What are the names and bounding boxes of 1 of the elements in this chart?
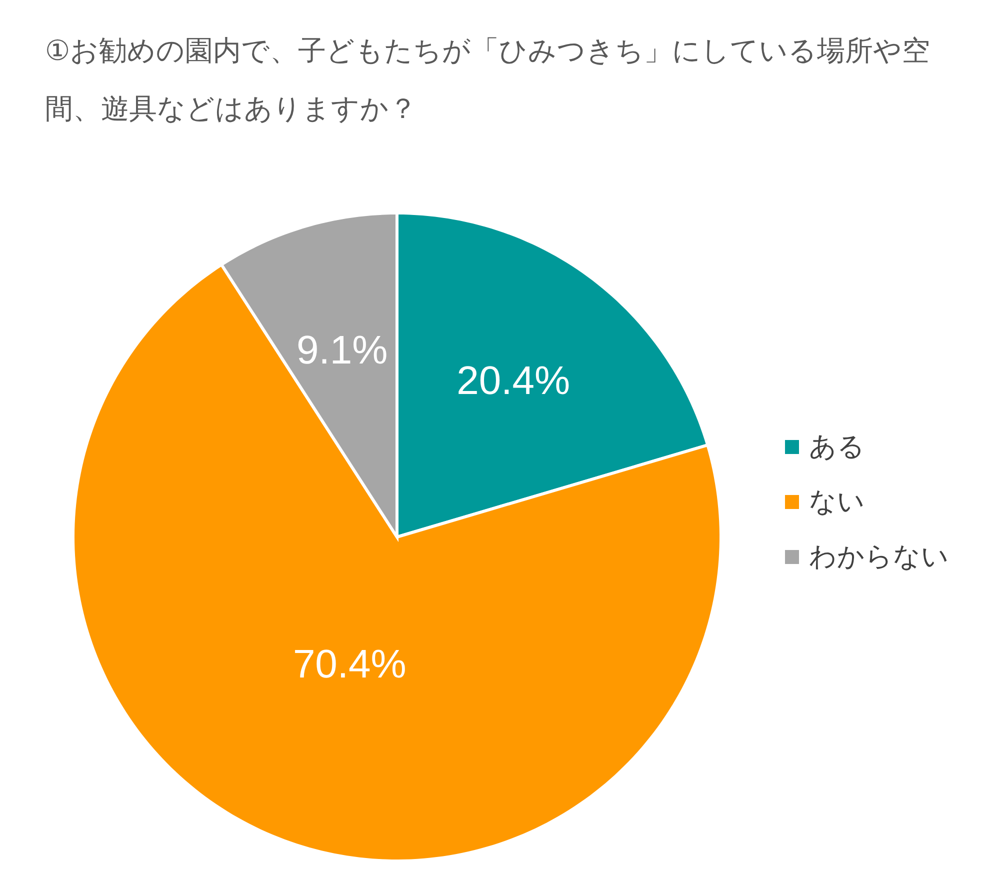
title: ①お勧めの園内で、子どもたちが「ひみつきち」にしている場所や空間、遊具などはありますか？ [45, 33, 932, 127]
